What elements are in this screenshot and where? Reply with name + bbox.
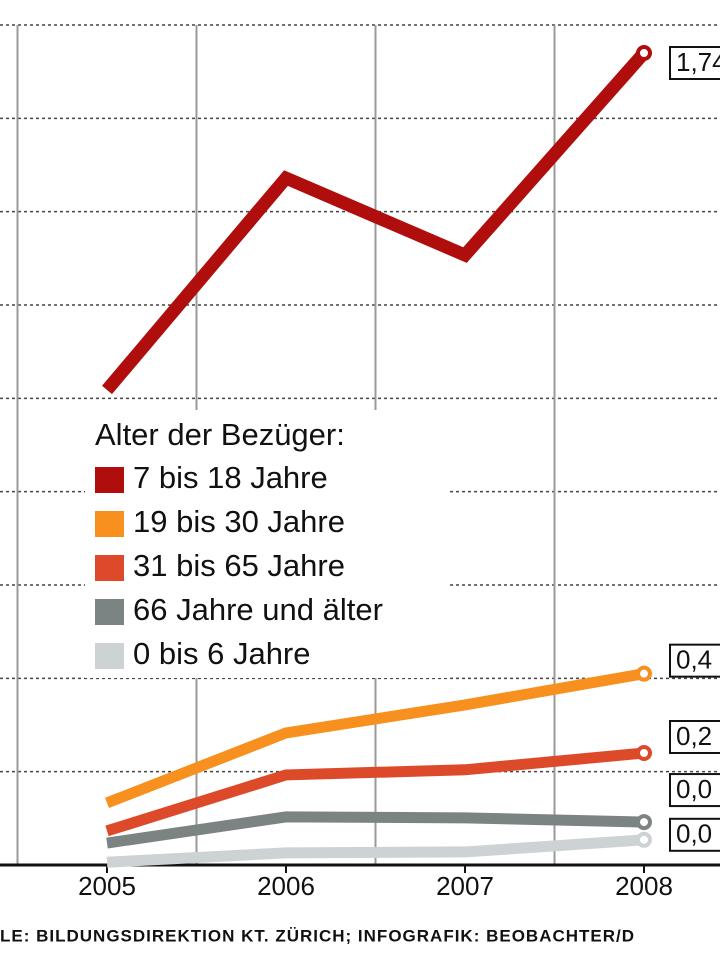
legend-label: 66 Jahre und älter: [133, 592, 383, 627]
value-label: 1,74: [676, 47, 720, 77]
series-line: [102, 48, 649, 395]
legend-swatch: [95, 599, 124, 625]
series-line: [106, 811, 645, 849]
legend-title: Alter der Bezüger:: [95, 417, 345, 452]
end-marker: [636, 831, 652, 848]
x-tick-label: 2006: [257, 871, 315, 901]
x-tick-label: 2007: [436, 871, 494, 901]
value-label: 0,2: [676, 721, 712, 751]
legend-label: 19 bis 30 Jahre: [133, 504, 345, 539]
value-label-box: [669, 773, 720, 808]
legend-label: 31 bis 65 Jahre: [133, 548, 345, 583]
series-line: [106, 834, 645, 868]
value-label-box: [669, 720, 720, 754]
value-label-box: [669, 46, 720, 80]
legend-background: [85, 410, 447, 678]
x-tick-label: 2005: [78, 871, 136, 901]
series-line: [104, 668, 645, 809]
legend-swatch: [95, 555, 124, 581]
end-marker: [636, 665, 652, 682]
x-tick-label: 2008: [615, 871, 673, 901]
value-label: 0,4: [676, 645, 712, 675]
value-label: 0,0: [676, 819, 712, 849]
end-marker: [636, 745, 652, 761]
end-marker: [636, 45, 652, 61]
series-line: [105, 747, 645, 837]
legend-label: 0 bis 6 Jahre: [133, 636, 311, 671]
legend-label: 7 bis 18 Jahre: [133, 460, 328, 495]
value-label-box: [669, 817, 720, 852]
legend-swatch: [95, 467, 124, 493]
end-marker: [636, 814, 652, 831]
legend-swatch: [95, 511, 124, 537]
value-label: 0,0: [676, 774, 712, 804]
source-note: LE: BILDUNGSDIREKTION KT. ZÜRICH; INFOGR…: [0, 926, 635, 945]
legend-swatch: [95, 643, 124, 669]
value-label-box: [669, 643, 720, 678]
